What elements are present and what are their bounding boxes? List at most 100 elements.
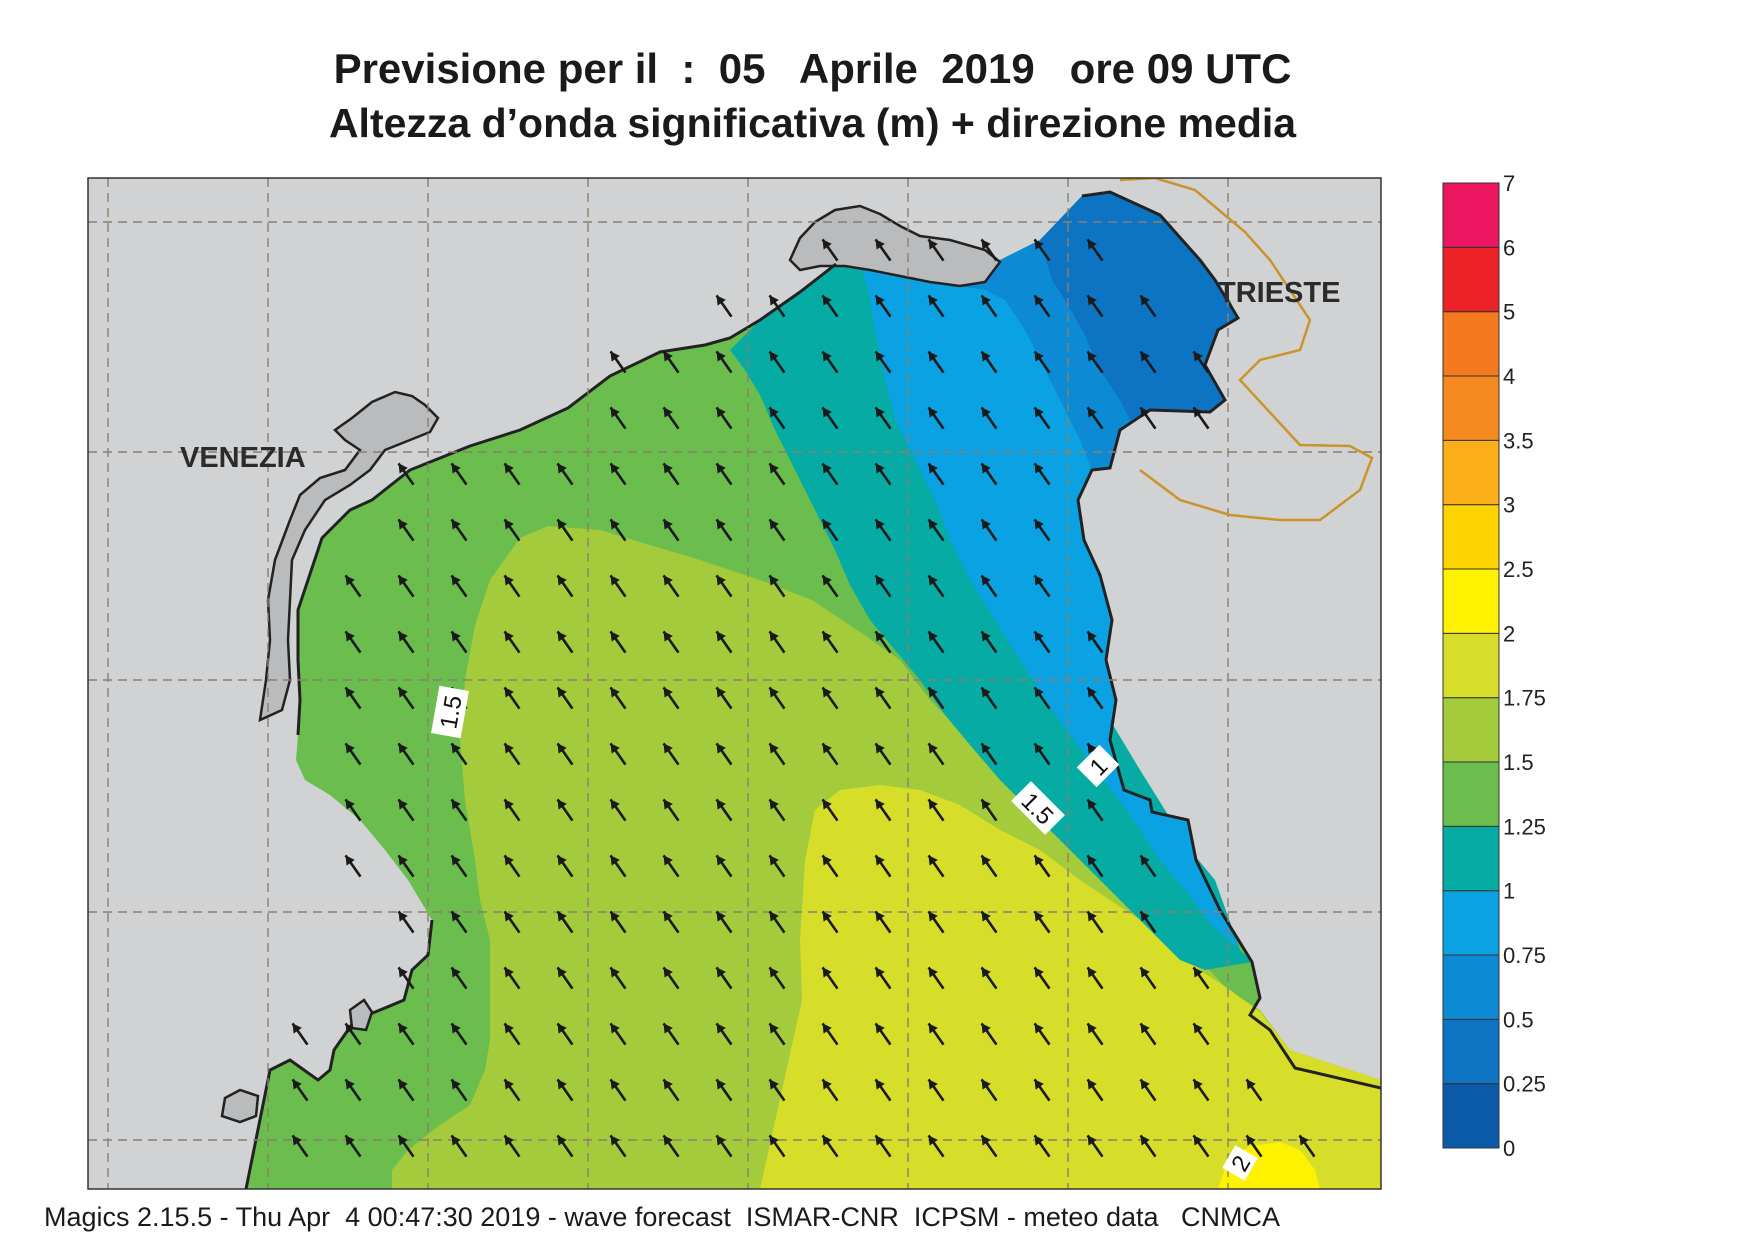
wave-arrow-head bbox=[398, 1135, 408, 1146]
wave-arrow-head bbox=[398, 519, 408, 530]
legend-tick-label: 0.25 bbox=[1503, 1072, 1546, 1097]
wave-arrow-head bbox=[928, 295, 938, 306]
wave-arrow-head bbox=[1087, 351, 1097, 362]
wave-arrow-head bbox=[663, 911, 673, 922]
wave-arrow-head bbox=[1034, 967, 1044, 978]
wave-arrow-head bbox=[557, 855, 567, 866]
wave-arrow-head bbox=[1193, 1023, 1203, 1034]
wave-arrow-head bbox=[451, 519, 461, 530]
wave-arrow-head bbox=[345, 1023, 355, 1034]
wave-arrow-head bbox=[1246, 1079, 1256, 1090]
legend-swatch bbox=[1442, 568, 1500, 634]
legend-tick-label: 1.75 bbox=[1503, 686, 1546, 711]
wave-arrow-head bbox=[875, 799, 885, 810]
wave-arrow-head bbox=[928, 1135, 938, 1146]
wave-arrow-head bbox=[610, 631, 620, 642]
legend-tick-label: 1.5 bbox=[1503, 750, 1534, 775]
wave-arrow-head bbox=[1140, 351, 1150, 362]
wave-arrow-head bbox=[1140, 911, 1150, 922]
wave-arrow-head bbox=[663, 855, 673, 866]
wave-arrow-head bbox=[875, 519, 885, 530]
wave-arrow-head bbox=[557, 1023, 567, 1034]
wave-arrow-head bbox=[345, 631, 355, 642]
wave-arrow-head bbox=[557, 631, 567, 642]
wave-arrow-head bbox=[981, 799, 991, 810]
wave-arrow-head bbox=[928, 855, 938, 866]
wave-arrow-head bbox=[292, 1079, 302, 1090]
wave-arrow-head bbox=[928, 687, 938, 698]
wave-arrow-head bbox=[1087, 799, 1097, 810]
wave-arrow-head bbox=[504, 519, 514, 530]
wave-arrow-head bbox=[716, 295, 726, 306]
legend-swatch bbox=[1442, 697, 1500, 763]
wave-arrow-head bbox=[822, 911, 832, 922]
map-area: 1.5 1 1.5 2 VENEZIA TRIESTE bbox=[88, 178, 1381, 1189]
wave-arrow-head bbox=[610, 407, 620, 418]
wave-arrow-head bbox=[1193, 967, 1203, 978]
footer-credits: Magics 2.15.5 - Thu Apr 4 00:47:30 2019 … bbox=[44, 1202, 1281, 1232]
wave-arrow-head bbox=[822, 519, 832, 530]
legend-swatch bbox=[1442, 311, 1500, 377]
wave-arrow-head bbox=[1193, 351, 1203, 362]
wave-arrow-head bbox=[1087, 1079, 1097, 1090]
wave-arrow-head bbox=[398, 1079, 408, 1090]
wave-arrow-head bbox=[716, 1079, 726, 1090]
wave-arrow-head bbox=[1140, 1023, 1150, 1034]
legend-tick-label: 0.75 bbox=[1503, 943, 1546, 968]
wave-arrow-head bbox=[610, 1023, 620, 1034]
wave-arrow-head bbox=[822, 967, 832, 978]
wave-arrow-head bbox=[345, 799, 355, 810]
wave-arrow-head bbox=[928, 463, 938, 474]
wave-arrow-head bbox=[663, 463, 673, 474]
wave-arrow-head bbox=[663, 351, 673, 362]
wave-arrow-head bbox=[610, 855, 620, 866]
wave-arrow-head bbox=[1087, 631, 1097, 642]
wave-arrow-head bbox=[1034, 1135, 1044, 1146]
national-border bbox=[1119, 178, 1374, 522]
wave-arrow-head bbox=[928, 911, 938, 922]
color-legend: 0 0.25 0.5 0.75 1 1.25 1.5 1.75 2 2.5 3 3.5 4 5 6 7 bbox=[1442, 171, 1546, 1161]
wave-arrow-head bbox=[398, 463, 408, 474]
wave-arrow-head bbox=[663, 1023, 673, 1034]
wave-arrow-head bbox=[769, 631, 779, 642]
wave-arrow-head bbox=[928, 351, 938, 362]
wave-arrow-head bbox=[504, 687, 514, 698]
wave-arrow-head bbox=[1299, 1135, 1309, 1146]
wave-arrow-head bbox=[769, 799, 779, 810]
wave-arrow-head bbox=[769, 1135, 779, 1146]
wave-arrow-head bbox=[769, 967, 779, 978]
wave-arrow-head bbox=[822, 1135, 832, 1146]
legend-swatch bbox=[1442, 825, 1500, 892]
legend-swatch bbox=[1442, 890, 1500, 956]
wave-arrow-head bbox=[928, 407, 938, 418]
wave-arrow-head bbox=[345, 855, 355, 866]
wave-arrow-head bbox=[875, 295, 885, 306]
wave-arrow-head bbox=[451, 463, 461, 474]
legend-swatch bbox=[1442, 1083, 1500, 1149]
wave-arrow-head bbox=[716, 407, 726, 418]
wave-arrow-head bbox=[451, 911, 461, 922]
wave-arrow-head bbox=[345, 743, 355, 754]
wave-arrow-head bbox=[822, 463, 832, 474]
wave-arrow-head bbox=[1034, 351, 1044, 362]
wave-arrow-head bbox=[398, 967, 408, 978]
wave-arrow-head bbox=[716, 519, 726, 530]
wave-arrow-head bbox=[981, 463, 991, 474]
wave-arrow-head bbox=[769, 1023, 779, 1034]
wave-arrow-head bbox=[716, 855, 726, 866]
legend-swatch bbox=[1442, 504, 1500, 570]
wave-arrow-head bbox=[1034, 631, 1044, 642]
legend-tick-label: 1 bbox=[1503, 879, 1515, 904]
wave-arrow-head bbox=[1087, 1023, 1097, 1034]
wave-arrow-head bbox=[504, 1023, 514, 1034]
wave-arrow-head bbox=[875, 687, 885, 698]
wave-arrow-head bbox=[557, 519, 567, 530]
wave-arrow-head bbox=[610, 351, 620, 362]
wave-arrow-head bbox=[1087, 407, 1097, 418]
wave-arrow-head bbox=[292, 1023, 302, 1034]
wave-arrow-head bbox=[981, 407, 991, 418]
legend-tick-label: 5 bbox=[1503, 300, 1515, 325]
wave-arrow-head bbox=[557, 575, 567, 586]
wave-arrow-head bbox=[769, 1079, 779, 1090]
island-sw-2 bbox=[348, 998, 374, 1032]
